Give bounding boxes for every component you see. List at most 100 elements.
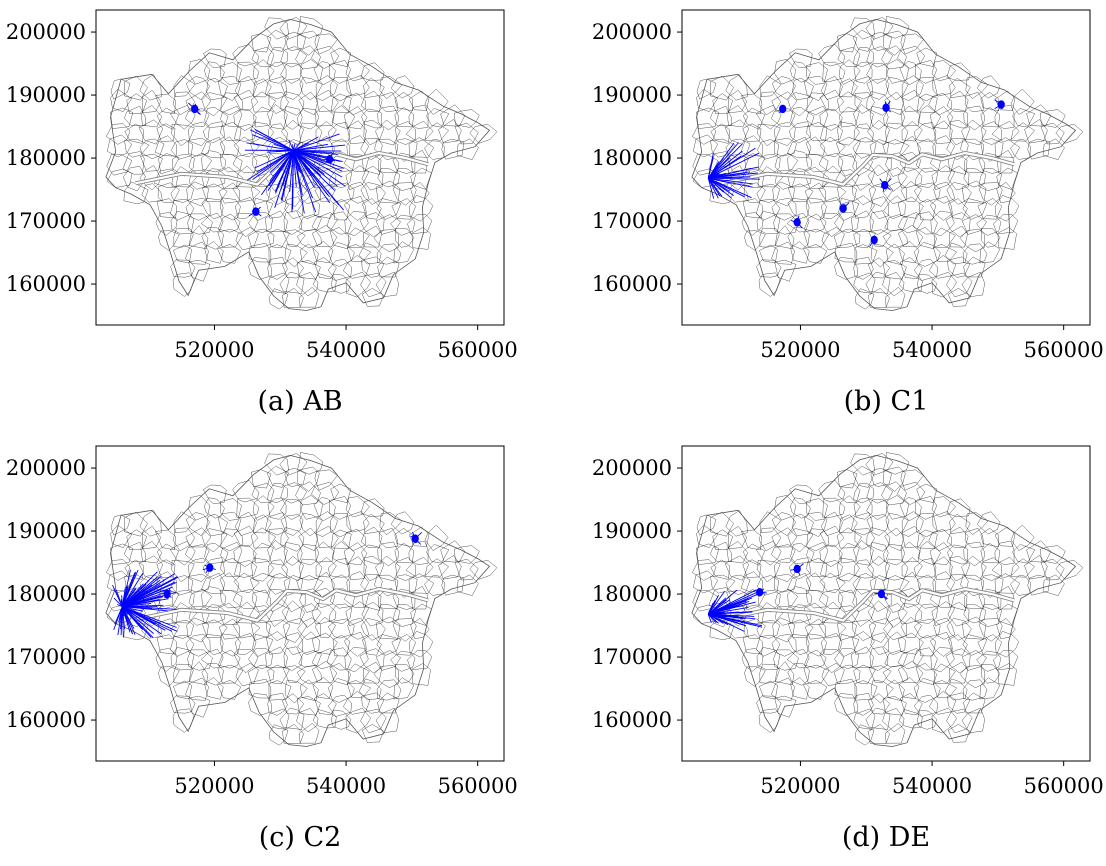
ward-boundary (187, 137, 211, 157)
ward-boundary (853, 47, 874, 68)
ward-boundary (759, 663, 780, 684)
ward-boundary (110, 78, 131, 100)
ward-boundary (928, 529, 952, 552)
ward-boundary (219, 589, 243, 609)
ward-boundary (375, 555, 401, 582)
flow-line (708, 150, 743, 179)
ward-boundary (821, 226, 845, 251)
ward-boundary (948, 198, 968, 220)
ward-boundary (342, 529, 366, 552)
ward-boundary (395, 121, 417, 145)
ward-boundary (314, 33, 338, 55)
ward-boundary (284, 468, 306, 487)
ward-boundary (724, 119, 750, 145)
ward-boundary (234, 124, 257, 142)
flow-line (269, 150, 294, 182)
ward-boundary (1010, 558, 1035, 578)
ward-boundary (252, 106, 274, 128)
ward-boundary (931, 165, 956, 191)
ward-boundary (392, 182, 417, 206)
ward-boundary (947, 256, 971, 278)
ward-boundary (188, 606, 211, 626)
ward-boundary (329, 496, 351, 520)
ward-boundary (963, 692, 986, 714)
ward-boundary (837, 482, 861, 503)
ward-boundary (1024, 555, 1048, 580)
ward-boundary (756, 184, 780, 203)
ward-boundary (203, 484, 227, 505)
ward-boundary (867, 555, 890, 582)
flow-line (293, 150, 343, 178)
ward-boundary (158, 666, 180, 687)
ward-boundary (363, 513, 385, 535)
ward-boundary (742, 107, 765, 130)
ward-boundary (947, 108, 969, 129)
ward-boundary (390, 75, 415, 99)
flow-line (121, 606, 143, 630)
ward-boundary (171, 166, 198, 188)
flow-line (275, 150, 294, 194)
ward-boundary (885, 679, 905, 702)
ward-boundary (280, 46, 308, 68)
ward-boundary (774, 170, 797, 190)
ward-boundary (248, 212, 274, 233)
ward-boundary (106, 168, 133, 188)
ward-boundary (202, 557, 225, 580)
ward-boundary (886, 59, 909, 84)
ward-boundary (980, 528, 999, 548)
ward-boundary (820, 560, 843, 578)
ward-boundary (803, 244, 828, 264)
ward-boundary (962, 634, 988, 656)
ward-boundary (900, 693, 923, 715)
ward-boundary (774, 661, 795, 686)
ward-boundary (250, 136, 275, 158)
ward-boundary (900, 33, 924, 55)
ward-boundary (200, 212, 224, 233)
ward-boundary (900, 616, 922, 638)
y-tick-label: 190000 (6, 519, 86, 543)
ward-boundary (233, 544, 257, 567)
ward-boundary (361, 256, 385, 278)
ward-boundary (170, 575, 194, 596)
flow-line (708, 172, 745, 179)
ward-boundary (852, 588, 873, 612)
ward-boundary (330, 47, 352, 67)
ward-boundary (961, 119, 987, 146)
ward-boundary (252, 514, 272, 534)
ward-boundary (360, 272, 387, 298)
ward-boundary (170, 139, 194, 160)
ward-boundary (268, 92, 289, 114)
ward-boundary (790, 497, 811, 519)
ward-boundary (249, 605, 274, 623)
flow-line (874, 592, 882, 595)
ward-boundary (375, 707, 399, 734)
ward-boundary (297, 452, 324, 475)
ward-boundary (772, 181, 795, 207)
ward-boundary (901, 541, 921, 563)
ward-boundary (248, 242, 272, 263)
ward-boundary (854, 528, 875, 550)
ward-boundary (1040, 558, 1065, 581)
ward-boundary (201, 92, 228, 117)
ward-boundary (946, 272, 973, 298)
ward-boundary (169, 541, 196, 566)
ward-boundary (297, 16, 324, 39)
ward-boundary (185, 197, 211, 221)
ward-boundary (929, 255, 957, 279)
ward-boundary (280, 499, 303, 520)
ward-boundary (803, 166, 830, 189)
ward-boundary (947, 724, 970, 743)
ward-boundary (282, 724, 304, 744)
ward-boundary (201, 663, 224, 686)
flow-line (252, 150, 294, 180)
ward-boundary (411, 227, 431, 250)
ward-boundary (363, 556, 385, 582)
ward-boundary (232, 44, 259, 67)
ward-boundary (265, 210, 288, 232)
ward-boundary (915, 152, 941, 173)
ward-boundary (818, 588, 844, 610)
ward-boundary (250, 527, 276, 549)
ward-boundary (252, 633, 274, 657)
ward-boundary (299, 722, 320, 744)
ward-boundary (329, 662, 351, 686)
